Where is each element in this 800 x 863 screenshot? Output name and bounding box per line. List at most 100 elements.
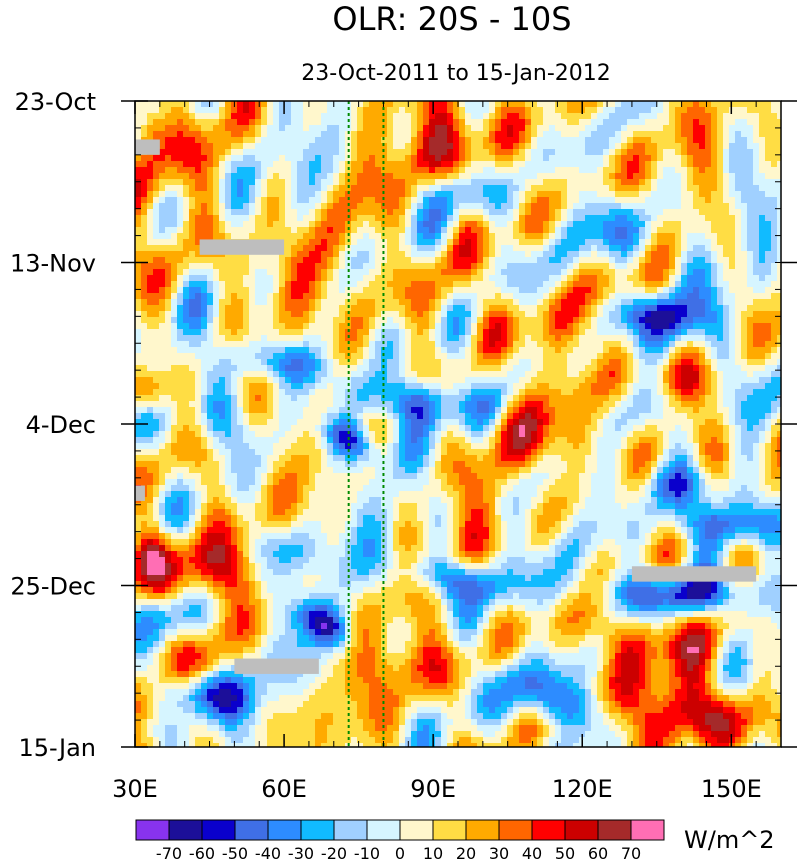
- heatmap-cell: [393, 131, 400, 138]
- heatmap-cell: [219, 323, 226, 330]
- heatmap-cell: [153, 233, 160, 240]
- heatmap-cell: [453, 305, 460, 312]
- heatmap-cell: [171, 251, 178, 258]
- heatmap-cell: [615, 221, 622, 228]
- heatmap-cell: [375, 119, 382, 126]
- heatmap-cell: [315, 251, 322, 258]
- heatmap-cell: [303, 323, 310, 330]
- heatmap-cell: [159, 365, 166, 372]
- heatmap-cell: [387, 263, 394, 270]
- heatmap-cell: [393, 197, 400, 204]
- heatmap-cell: [747, 347, 754, 354]
- heatmap-cell: [381, 197, 388, 204]
- heatmap-cell: [465, 317, 472, 324]
- heatmap-cell: [219, 257, 226, 264]
- heatmap-cell: [603, 185, 610, 192]
- heatmap-cell: [777, 185, 782, 192]
- heatmap-cell: [189, 323, 196, 330]
- heatmap-cell: [765, 251, 772, 258]
- heatmap-cell: [435, 335, 442, 342]
- heatmap-cell: [201, 347, 208, 354]
- heatmap-cell: [507, 143, 514, 150]
- heatmap-cell: [141, 173, 148, 180]
- heatmap-cell: [201, 365, 208, 372]
- heatmap-cell: [465, 353, 472, 360]
- heatmap-cell: [333, 155, 340, 162]
- heatmap-cell: [615, 245, 622, 252]
- heatmap-cell: [621, 239, 628, 246]
- heatmap-cell: [501, 233, 508, 240]
- heatmap-cell: [723, 173, 730, 180]
- heatmap-cell: [417, 227, 424, 234]
- heatmap-cell: [375, 179, 382, 186]
- heatmap-cell: [681, 113, 688, 120]
- heatmap-cell: [729, 281, 736, 288]
- heatmap-cell: [141, 215, 148, 222]
- heatmap-cell: [453, 197, 460, 204]
- heatmap-cell: [513, 347, 520, 354]
- heatmap-cell: [471, 113, 478, 120]
- heatmap-cell: [633, 251, 640, 258]
- heatmap-cell: [345, 155, 352, 162]
- heatmap-cell: [705, 185, 712, 192]
- heatmap-cell: [579, 281, 586, 288]
- heatmap-cell: [597, 119, 604, 126]
- heatmap-cell: [363, 245, 370, 252]
- heatmap-cell: [291, 179, 298, 186]
- heatmap-cell: [573, 107, 580, 114]
- heatmap-cell: [273, 305, 280, 312]
- heatmap-cell: [549, 293, 556, 300]
- heatmap-cell: [153, 221, 160, 228]
- heatmap-cell: [615, 299, 622, 306]
- heatmap-cell: [339, 275, 346, 282]
- heatmap-cell: [657, 317, 664, 324]
- heatmap-cell: [681, 233, 688, 240]
- heatmap-cell: [333, 113, 340, 120]
- heatmap-cell: [687, 365, 694, 372]
- heatmap-cell: [147, 305, 154, 312]
- heatmap-cell: [465, 203, 472, 210]
- heatmap-cell: [399, 293, 406, 300]
- heatmap-cell: [663, 113, 670, 120]
- heatmap-cell: [675, 239, 682, 246]
- heatmap-cell: [531, 161, 538, 168]
- heatmap-cell: [747, 317, 754, 324]
- heatmap-cell: [777, 275, 782, 282]
- heatmap-cell: [459, 317, 466, 324]
- heatmap-cell: [375, 215, 382, 222]
- heatmap-cell: [231, 149, 238, 156]
- heatmap-cell: [633, 287, 640, 294]
- heatmap-cell: [723, 161, 730, 168]
- heatmap-cell: [237, 233, 244, 240]
- heatmap-cell: [771, 107, 778, 114]
- heatmap-cell: [339, 137, 346, 144]
- heatmap-cell: [477, 101, 484, 108]
- heatmap-cell: [303, 287, 310, 294]
- heatmap-cell: [729, 245, 736, 252]
- heatmap-cell: [291, 329, 298, 336]
- heatmap-cell: [225, 143, 232, 150]
- heatmap-cell: [399, 299, 406, 306]
- heatmap-cell: [633, 281, 640, 288]
- heatmap-cell: [411, 239, 418, 246]
- heatmap-cell: [591, 161, 598, 168]
- heatmap-cell: [759, 281, 766, 288]
- heatmap-cell: [771, 251, 778, 258]
- heatmap-cell: [435, 239, 442, 246]
- heatmap-cell: [417, 293, 424, 300]
- heatmap-cell: [459, 245, 466, 252]
- heatmap-cell: [507, 161, 514, 168]
- heatmap-cell: [777, 239, 782, 246]
- heatmap-cell: [459, 131, 466, 138]
- heatmap-cell: [405, 215, 412, 222]
- heatmap-cell: [423, 185, 430, 192]
- heatmap-cell: [465, 365, 472, 372]
- heatmap-cell: [615, 311, 622, 318]
- heatmap-cell: [267, 263, 274, 270]
- heatmap-cell: [339, 143, 346, 150]
- heatmap-cell: [237, 281, 244, 288]
- heatmap-cell: [555, 179, 562, 186]
- heatmap-cell: [279, 221, 286, 228]
- heatmap-cell: [201, 377, 208, 384]
- heatmap-cell: [237, 335, 244, 342]
